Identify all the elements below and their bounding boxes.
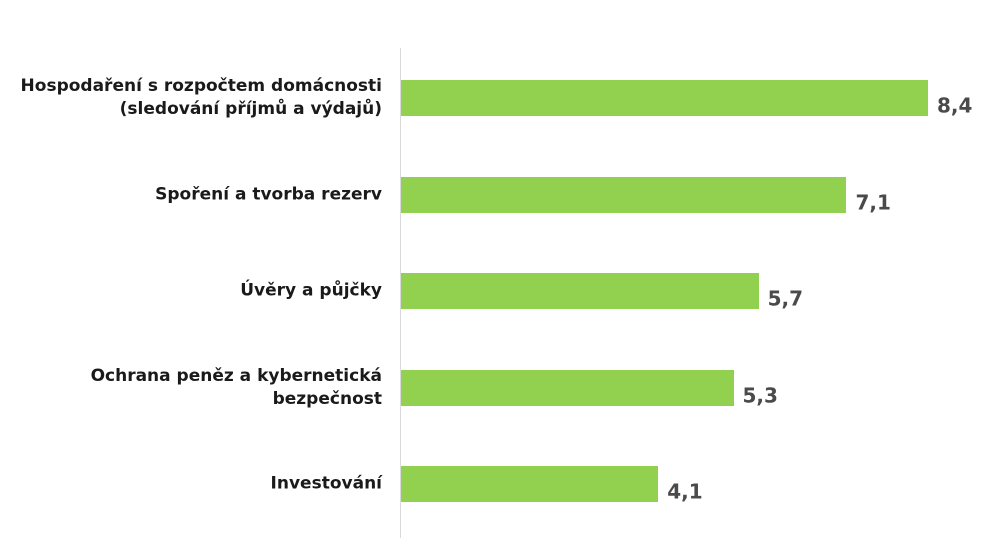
category-label: Úvěry a půjčky xyxy=(2,280,382,303)
bar xyxy=(401,466,659,502)
category-label-line: Hospodaření s rozpočtem domácnosti xyxy=(20,76,382,96)
category-label-line: Ochrana peněz a kybernetická xyxy=(90,365,382,386)
category-label-line: (sledování příjmů a výdajů) xyxy=(119,99,382,119)
category-axis-line xyxy=(400,48,401,538)
category-label: Investování xyxy=(2,473,382,496)
data-label: 7,1 xyxy=(855,189,891,214)
category-label-line: Úvěry a půjčky xyxy=(240,280,382,301)
category-label-line: Investování xyxy=(270,473,382,494)
category-label: Spoření a tvorba rezerv xyxy=(2,183,382,206)
bar xyxy=(401,273,759,309)
category-label: Hospodaření s rozpočtem domácnosti (sledo… xyxy=(2,75,382,121)
bar xyxy=(401,80,928,116)
bar xyxy=(401,176,847,213)
data-label: 5,3 xyxy=(742,382,778,407)
data-label: 5,7 xyxy=(767,286,804,311)
data-label: 8,4 xyxy=(937,93,973,118)
data-label: 4,1 xyxy=(667,479,703,504)
category-label-line: Spoření a tvorba rezerv xyxy=(155,184,382,204)
category-label-line: bezpečnost xyxy=(272,388,382,409)
category-label: Ochrana peněz a kybernetická bezpečnost xyxy=(2,365,382,411)
bar xyxy=(401,369,734,406)
